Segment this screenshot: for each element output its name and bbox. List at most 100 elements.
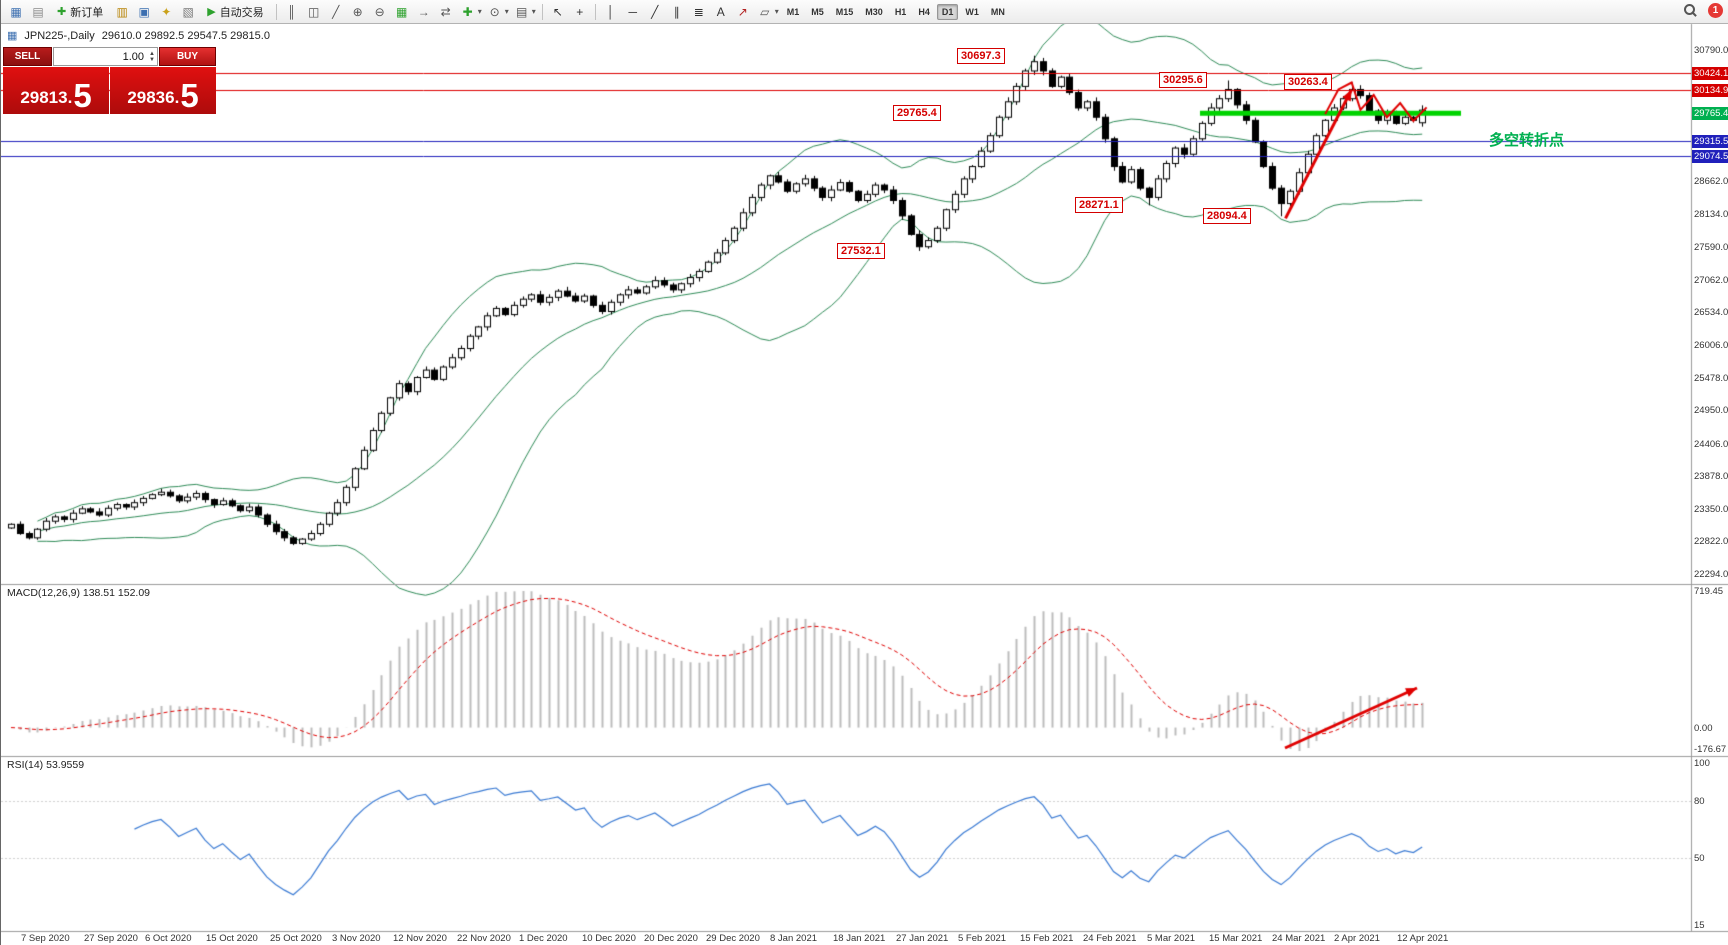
navigator-icon[interactable]: ✦ — [161, 4, 172, 19]
timeframe-button-d1[interactable]: D1 — [936, 3, 959, 20]
date-axis-label: 2 Apr 2021 — [1334, 933, 1380, 944]
ask-price[interactable]: 29836. 5 — [110, 67, 216, 114]
price-axis-label: 27590.0 — [1694, 242, 1728, 253]
cursor-icon[interactable]: ↖ — [552, 4, 563, 19]
vertical-line-icon[interactable]: │ — [606, 4, 615, 19]
date-axis-label: 27 Jan 2021 — [896, 933, 949, 944]
notification-badge[interactable]: 1 — [1708, 3, 1723, 18]
timeframe-button-m30[interactable]: M30 — [865, 6, 883, 17]
chart-shift-icon[interactable]: ⇄ — [440, 4, 451, 19]
zoom-in-icon[interactable]: ⊕ — [352, 4, 363, 19]
rsi-indicator-label: RSI(14) 53.9559 — [7, 759, 84, 771]
spin-down-icon[interactable]: ▼ — [149, 56, 155, 63]
new-chart-icon[interactable]: ▦ — [10, 4, 22, 19]
toolbar-separator — [541, 3, 543, 20]
new-order-button[interactable]: ✚ 新订单 — [51, 3, 109, 21]
price-callout-label[interactable]: 28094.4 — [1203, 208, 1251, 224]
chevron-down-icon[interactable]: ▾ — [531, 7, 536, 16]
rsi-value: 53.9559 — [46, 759, 85, 771]
auto-scroll-icon[interactable]: → — [417, 4, 430, 19]
chevron-down-icon[interactable]: ▾ — [504, 7, 509, 16]
turning-point-note: 多空转折点 — [1489, 132, 1565, 149]
ask-price-main: 29836. — [127, 88, 180, 107]
toolbar-right: 1 — [1683, 3, 1723, 18]
price-callout-label[interactable]: 30295.6 — [1159, 72, 1207, 88]
timeframe-button-m1[interactable]: M1 — [786, 6, 800, 17]
date-axis-label: 7 Sep 2020 — [21, 933, 70, 944]
timeframe-button-w1[interactable]: W1 — [965, 6, 979, 17]
channel-icon[interactable]: ∥ — [673, 4, 680, 19]
market-watch-icon[interactable]: ▥ — [116, 4, 128, 19]
volume-value[interactable]: 1.00 — [122, 50, 145, 63]
date-axis-label: 15 Feb 2021 — [1020, 933, 1074, 944]
price-axis-label: 29765.4 — [1692, 107, 1728, 120]
price-callout-label[interactable]: 27532.1 — [837, 243, 885, 259]
bid-price[interactable]: 29813. 5 — [3, 67, 109, 114]
trendline-icon[interactable]: ╱ — [651, 4, 659, 19]
one-click-trading-panel: SELL 1.00 ▲ ▼ BUY 29813. 5 29836. 5 — [3, 47, 216, 114]
price-callout-label[interactable]: 29765.4 — [893, 105, 941, 121]
chart-title-bar: ▦ JPN225-,Daily 29610.0 29892.5 29547.5 … — [7, 29, 270, 43]
timeframe-button-m5[interactable]: M5 — [811, 6, 824, 17]
data-window-icon[interactable]: ▣ — [138, 4, 150, 19]
chevron-down-icon[interactable]: ▾ — [774, 7, 779, 16]
price-axis-label: 26006.0 — [1694, 340, 1728, 351]
zoom-out-icon[interactable]: ⊖ — [374, 4, 385, 19]
macd-axis-min-label: -176.67 — [1694, 744, 1727, 755]
date-axis-label: 22 Nov 2020 — [457, 933, 511, 944]
terminal-icon[interactable]: ▧ — [182, 4, 194, 19]
spin-up-icon[interactable]: ▲ — [149, 50, 155, 57]
new-order-button-icon: ✚ — [57, 6, 67, 18]
date-axis-label: 8 Jan 2021 — [770, 933, 818, 944]
shapes-icon[interactable]: ▱ — [760, 4, 770, 19]
price-callout-label[interactable]: 28271.1 — [1075, 197, 1123, 213]
date-axis-label: 24 Feb 2021 — [1083, 933, 1137, 944]
tile-windows-icon[interactable]: ▦ — [396, 4, 408, 19]
bid-price-main: 29813. — [20, 88, 73, 107]
date-axis-label: 12 Apr 2021 — [1397, 933, 1449, 944]
search-icon[interactable] — [1683, 3, 1698, 18]
timeframe-button-m15[interactable]: M15 — [835, 6, 854, 17]
volume-stepper[interactable]: 1.00 ▲ ▼ — [53, 47, 158, 66]
macd-axis-zero-label: 0.00 — [1694, 723, 1713, 734]
line-chart-icon[interactable]: ╱ — [332, 4, 340, 19]
indicators-icon[interactable]: ✚ — [462, 4, 473, 19]
macd-values: 138.51 152.09 — [82, 587, 151, 599]
candlestick-chart-icon[interactable]: ◫ — [308, 4, 320, 19]
bid-price-big-digit: 5 — [73, 77, 92, 114]
price-axis-label: 24950.0 — [1694, 405, 1728, 416]
fibonacci-icon[interactable]: ≣ — [693, 4, 704, 19]
crosshair-icon[interactable]: + — [576, 4, 584, 19]
price-callout-label[interactable]: 30697.3 — [957, 48, 1005, 64]
volume-spin-buttons[interactable]: ▲ ▼ — [147, 51, 157, 63]
timeframe-button-h4[interactable]: H4 — [918, 6, 930, 17]
date-axis-label: 15 Mar 2021 — [1209, 933, 1263, 944]
price-axis-label: 23878.0 — [1694, 471, 1728, 482]
rsi-axis-label: 80 — [1694, 796, 1705, 807]
date-axis-label: 6 Oct 2020 — [145, 933, 192, 944]
buy-button[interactable]: BUY — [159, 47, 216, 66]
text-icon[interactable]: A — [716, 4, 725, 19]
rsi-axis-label: 50 — [1694, 853, 1705, 864]
sell-button[interactable]: SELL — [3, 47, 52, 66]
price-axis-label: 29074.5 — [1692, 150, 1728, 163]
timeframe-button-mn[interactable]: MN — [990, 6, 1005, 17]
chevron-down-icon[interactable]: ▾ — [477, 7, 482, 16]
price-axis-label: 28134.0 — [1694, 209, 1728, 220]
templates-icon[interactable]: ▤ — [516, 4, 528, 19]
arrows-tool-icon[interactable]: ↗ — [737, 4, 748, 19]
toolbar-separator — [275, 3, 277, 20]
price-callout-label[interactable]: 30263.4 — [1284, 74, 1332, 90]
price-axis-label: 24406.0 — [1694, 439, 1728, 450]
periods-icon[interactable]: ⊙ — [489, 4, 500, 19]
bar-chart-icon[interactable]: ║ — [287, 4, 296, 19]
horizontal-line-icon[interactable]: ─ — [628, 4, 637, 19]
timeframe-button-h1[interactable]: H1 — [894, 6, 907, 17]
macd-axis-max-label: 719.45 — [1694, 586, 1724, 597]
autotrading-button[interactable]: ▶ 自动交易 — [201, 3, 269, 21]
date-axis-label: 24 Mar 2021 — [1272, 933, 1326, 944]
chart-profiles-icon[interactable]: ▤ — [32, 4, 44, 19]
price-axis-label: 27062.0 — [1694, 275, 1728, 286]
